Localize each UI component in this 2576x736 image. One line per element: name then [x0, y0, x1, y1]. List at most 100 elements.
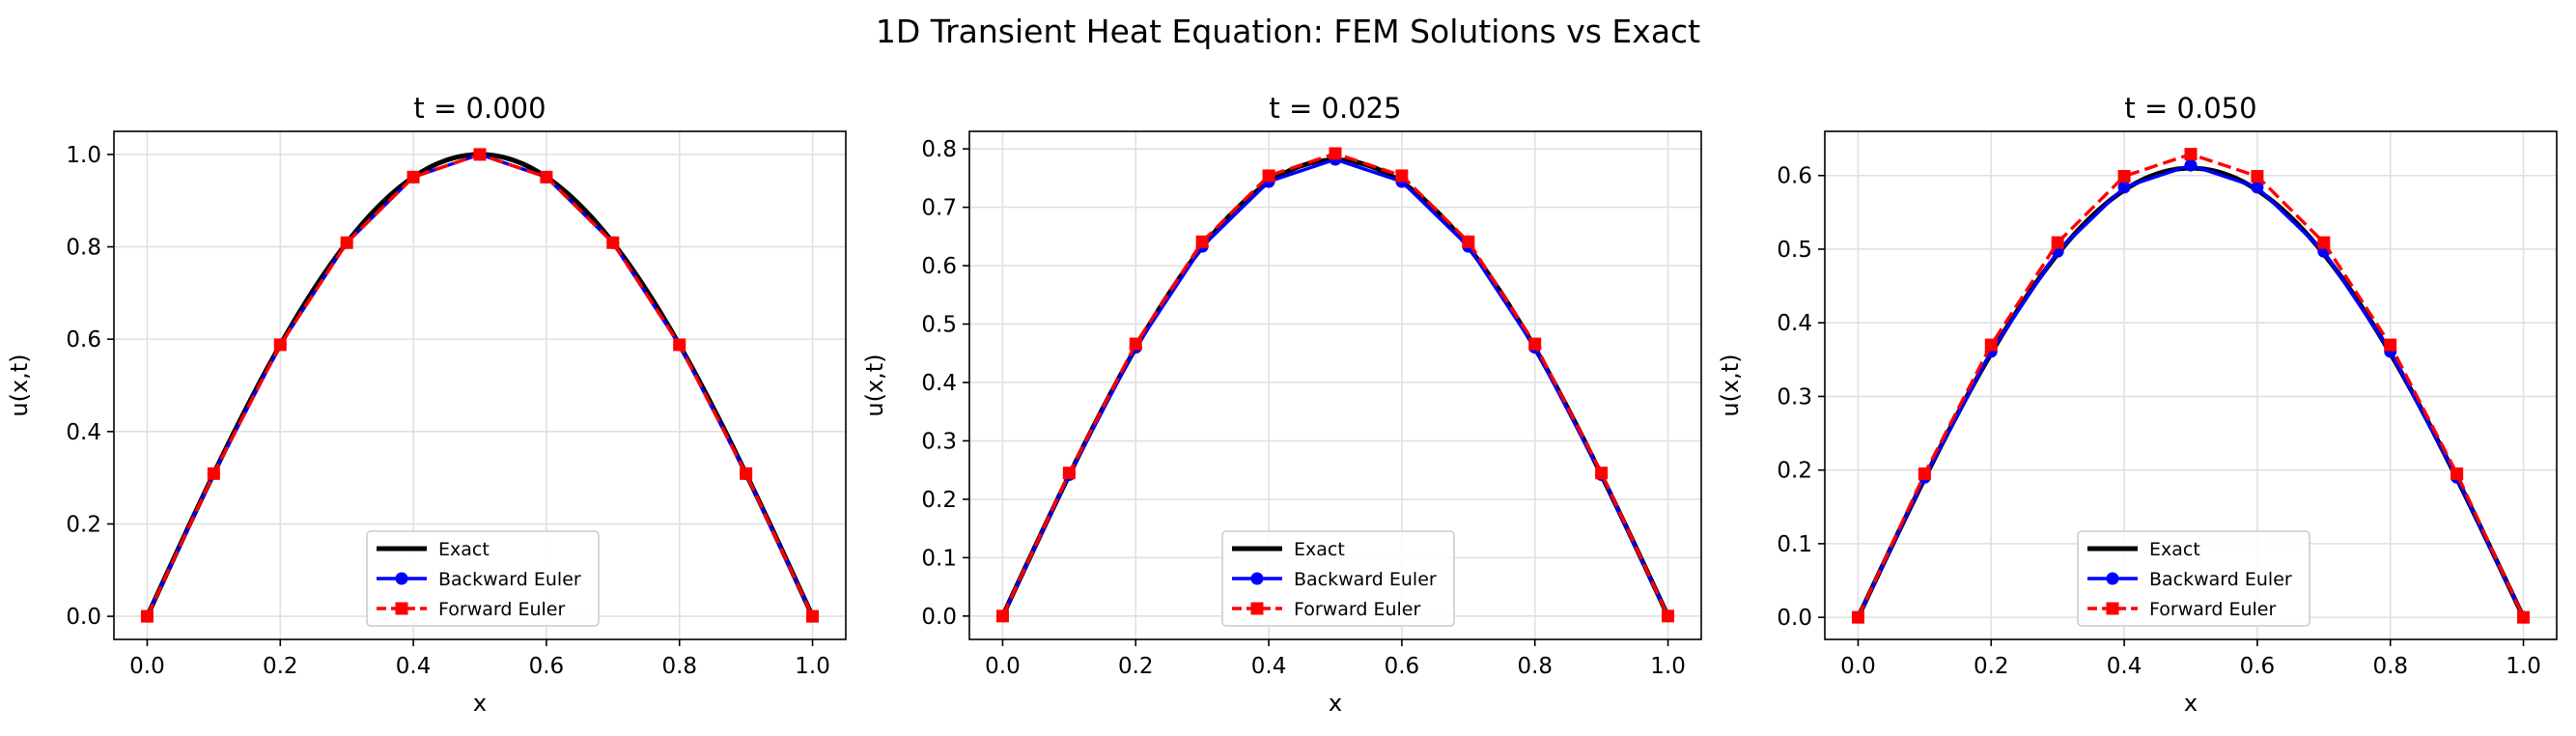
legend-backward-marker	[395, 572, 408, 585]
x-tick-label: 0.2	[263, 654, 298, 679]
legend-label: Forward Euler	[1294, 599, 1420, 620]
legend-box	[366, 530, 600, 627]
x-tick-label: 0.0	[985, 654, 1021, 679]
legend-forward-marker	[395, 602, 408, 615]
forward-euler-marker	[1262, 169, 1275, 183]
subplot-3: 0.0 0.2 0.4 0.6 0.8 1.0 0.0 0.1 0.2 0.3 0.4 0.5 0.6 t…	[1717, 92, 2558, 717]
legend-label: Backward Euler	[438, 569, 581, 590]
y-axis-label: u(x,t)	[6, 354, 33, 416]
y-tick-label: 0.6	[66, 327, 101, 353]
axes-frame	[1824, 130, 2558, 640]
forward-euler-marker	[1329, 147, 1342, 160]
forward-euler-marker	[2384, 338, 2397, 352]
backward-euler-marker	[2251, 181, 2264, 194]
forward-euler-marker	[140, 609, 154, 623]
y-tick-label: 0.0	[66, 605, 101, 630]
x-tick-label: 0.8	[661, 654, 697, 679]
x-tick-label: 0.6	[2240, 654, 2276, 679]
forward-euler-marker	[207, 467, 220, 480]
forward-euler-marker	[2517, 610, 2531, 624]
axes-frame	[113, 130, 847, 640]
forward-euler-marker	[2317, 236, 2331, 249]
x-tick-label: 0.2	[1974, 654, 2009, 679]
forward-euler-marker	[606, 236, 620, 249]
forward-euler-marker	[540, 170, 553, 184]
y-tick-label: 0.6	[1777, 164, 1812, 189]
subplot-title: t = 0.025	[1269, 92, 1401, 125]
forward-euler-marker	[1062, 467, 1076, 480]
forward-euler-marker	[1595, 467, 1609, 480]
legend-forward-marker	[1250, 602, 1264, 615]
x-tick-label: 0.2	[1118, 654, 1154, 679]
x-tick-label: 1.0	[1650, 654, 1686, 679]
forward-euler-marker	[2251, 170, 2264, 184]
x-tick-label: 1.0	[795, 654, 830, 679]
y-tick-label: 0.0	[921, 605, 957, 630]
forward-euler-marker	[806, 609, 820, 623]
forward-euler-marker	[473, 148, 487, 161]
legend-box	[1221, 530, 1455, 627]
legend-label: Backward Euler	[2149, 569, 2292, 590]
x-axis-label: x	[2184, 690, 2198, 717]
y-tick-label: 0.3	[921, 429, 957, 454]
legend-backward-marker	[2106, 572, 2119, 585]
subplot-2: 0.0 0.2 0.4 0.6 0.8 1.0 0.0 0.1 0.2 0.3 0.4 0.5 0.6 0…	[861, 92, 1702, 717]
y-tick-label: 1.0	[66, 143, 101, 168]
legend-label: Backward Euler	[1294, 569, 1437, 590]
forward-euler-marker	[1395, 169, 1409, 183]
backward-euler-marker	[2117, 181, 2131, 194]
subplot-panels: 0.0 0.2 0.4 0.6 0.8 1.0 0.0 0.2 0.4 0.6 0.8 1.0 t = …	[6, 92, 2558, 717]
axes-frame	[968, 130, 1702, 640]
x-tick-label: 0.4	[2107, 654, 2142, 679]
subplot-1: 0.0 0.2 0.4 0.6 0.8 1.0 0.0 0.2 0.4 0.6 0.8 1.0 t = …	[6, 92, 847, 717]
forward-euler-marker	[2184, 148, 2198, 161]
y-tick-label: 0.2	[921, 488, 957, 513]
x-tick-label: 0.8	[2372, 654, 2408, 679]
y-tick-label: 0.4	[1777, 311, 1812, 336]
x-tick-label: 0.6	[529, 654, 565, 679]
x-tick-label: 0.0	[129, 654, 165, 679]
subplot-title: t = 0.000	[413, 92, 546, 125]
y-tick-label: 0.3	[1777, 384, 1812, 410]
y-tick-label: 0.0	[1777, 606, 1812, 631]
legend-label: Forward Euler	[2149, 599, 2276, 620]
forward-euler-marker	[340, 236, 353, 249]
legend-box	[2077, 530, 2310, 627]
x-tick-label: 1.0	[2506, 654, 2541, 679]
y-tick-label: 0.8	[66, 236, 101, 261]
y-tick-label: 0.6	[921, 254, 957, 279]
x-axis-label: x	[1329, 690, 1342, 717]
subplot-title: t = 0.050	[2124, 92, 2256, 125]
y-tick-label: 0.1	[1777, 532, 1812, 557]
forward-euler-marker	[740, 467, 753, 480]
y-axis-label: u(x,t)	[1717, 354, 1744, 416]
y-tick-label: 0.1	[921, 546, 957, 571]
forward-euler-marker	[1195, 235, 1209, 248]
forward-euler-marker	[1462, 235, 1475, 248]
forward-euler-marker	[273, 338, 287, 352]
legend: Exact Backward Euler Forward Euler	[1221, 530, 1455, 627]
legend-forward-marker	[2106, 602, 2119, 615]
y-tick-label: 0.8	[921, 137, 957, 162]
y-tick-label: 0.2	[1777, 459, 1812, 484]
y-axis-label: u(x,t)	[861, 354, 888, 416]
forward-euler-marker	[673, 338, 686, 352]
forward-euler-marker	[1918, 467, 1931, 480]
legend-backward-marker	[1250, 572, 1264, 585]
forward-euler-marker	[995, 609, 1009, 623]
forward-euler-marker	[1851, 610, 1864, 624]
forward-euler-marker	[406, 170, 420, 184]
x-tick-label: 0.0	[1840, 654, 1876, 679]
y-tick-label: 0.7	[921, 196, 957, 221]
legend-label: Forward Euler	[438, 599, 565, 620]
y-tick-label: 0.4	[66, 420, 101, 445]
x-tick-label: 0.4	[1251, 654, 1287, 679]
forward-euler-marker	[1528, 337, 1542, 351]
y-tick-label: 0.2	[66, 512, 101, 537]
legend: Exact Backward Euler Forward Euler	[366, 530, 600, 627]
forward-euler-marker	[2450, 467, 2464, 480]
forward-euler-marker	[2051, 236, 2064, 249]
figure-title: 1D Transient Heat Equation: FEM Solution…	[876, 13, 1700, 50]
legend-label: Exact	[2149, 539, 2200, 560]
